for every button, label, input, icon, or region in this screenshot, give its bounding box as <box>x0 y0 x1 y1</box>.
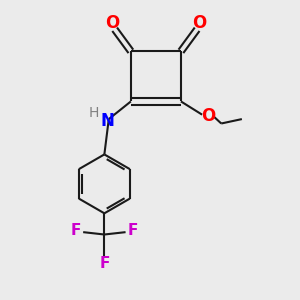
Text: O: O <box>105 14 119 32</box>
Text: N: N <box>100 112 114 130</box>
Text: O: O <box>201 107 215 125</box>
Text: F: F <box>99 256 110 271</box>
Text: O: O <box>192 14 207 32</box>
Text: F: F <box>128 224 138 238</box>
Text: H: H <box>89 106 99 120</box>
Text: F: F <box>70 224 81 238</box>
